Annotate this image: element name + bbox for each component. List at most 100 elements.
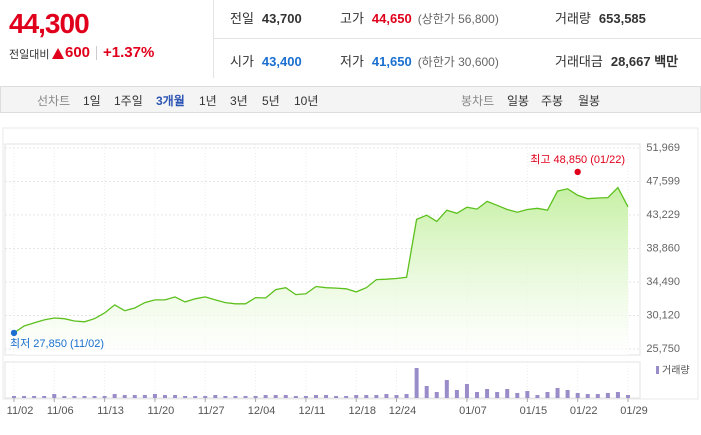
period-tab[interactable]: 5년 (262, 94, 280, 108)
volume-bar (263, 395, 268, 398)
volume-bar (525, 391, 530, 398)
stat-label: 고가 (340, 11, 364, 26)
x-tick-label: 01/15 (520, 405, 548, 417)
stat: 고가 44,650 (상한가 56,800) (340, 8, 499, 28)
x-tick-label: 11/06 (47, 405, 74, 417)
volume-bar (22, 396, 27, 398)
volume-bar (535, 395, 540, 398)
x-tick-label: 01/29 (620, 405, 648, 417)
price: 44,300 (9, 8, 90, 39)
legend-swatch (656, 366, 659, 374)
volume-bar (233, 396, 238, 398)
period-tab[interactable]: 1주일 (114, 94, 143, 108)
x-tick-label: 12/11 (299, 405, 326, 417)
volume-bar (555, 388, 560, 398)
period-tab[interactable]: 1년 (199, 94, 217, 108)
stat-label: 저가 (340, 54, 364, 69)
volume-bar (142, 395, 147, 398)
stat-label: 시가 (230, 54, 254, 69)
extreme-label: 최저 27,850 (11/02) (10, 337, 104, 350)
volume-bar (454, 390, 459, 398)
volume-bar (273, 395, 278, 398)
volume-bar (444, 380, 449, 398)
stat-value: 43,700 (261, 11, 302, 26)
divider (213, 38, 701, 39)
stat-note: (하한가 30,600) (417, 55, 499, 69)
volume-bar (303, 396, 308, 398)
volume-bar (162, 395, 167, 398)
stat: 저가 41,650 (하한가 30,600) (340, 51, 499, 71)
up-icon (52, 48, 64, 59)
x-tick-label: 01/07 (459, 405, 487, 417)
volume-bar (223, 396, 228, 398)
candle-tab[interactable]: 주봉 (541, 94, 564, 108)
volume-bar (243, 396, 248, 398)
stat: 거래량 653,585 (555, 8, 646, 28)
volume-bar (32, 396, 37, 398)
stat-label: 거래량 (555, 11, 591, 26)
x-tick-label: 11/13 (97, 405, 124, 417)
volume-bar (253, 396, 258, 398)
volume-bar (575, 393, 580, 398)
period-tab[interactable]: 3년 (230, 94, 248, 108)
stat: 시가 43,400 (230, 51, 302, 71)
y-tick-label: 30,120 (646, 309, 680, 321)
volume-bar (615, 392, 620, 398)
volume-bar (82, 396, 87, 398)
volume-bar (626, 395, 630, 398)
volume-bar (475, 392, 480, 398)
stat-value: 43,400 (261, 54, 302, 69)
toolbar: 선차트 1일 1주일 3개월 1년 3년 5년 10년 봉차트 일봉 주봉 월봉 (0, 86, 701, 113)
volume-bar (595, 394, 600, 398)
y-tick-label: 51,969 (646, 142, 680, 154)
period-tab[interactable]: 10년 (294, 94, 319, 108)
volume-bar (394, 395, 399, 398)
volume-bar (545, 392, 550, 398)
volume-bar (585, 394, 590, 398)
separator (96, 46, 97, 60)
period-tab[interactable]: 3개월 (156, 94, 185, 108)
volume-bar (102, 396, 107, 398)
volume-area (4, 361, 641, 399)
volume-bar (173, 395, 178, 398)
volume-bar (293, 396, 298, 398)
volume-bar (132, 395, 137, 398)
volume-bar (213, 395, 218, 398)
volume-bar (464, 384, 469, 398)
volume-bar (183, 396, 188, 398)
volume-bar (434, 392, 439, 398)
stat: 전일 43,700 (230, 8, 302, 28)
volume-bar (112, 394, 117, 398)
divider (213, 0, 214, 78)
volume-bar (52, 394, 57, 398)
x-tick-label: 12/24 (389, 405, 417, 417)
chart: 25,750 30,120 34,490 38,860 43,229 47,599 51,9… (2, 127, 699, 417)
volume-bar (344, 396, 349, 398)
period-tab[interactable]: 1일 (83, 94, 101, 108)
stat-value: 44,650 (371, 11, 412, 26)
volume-bar (505, 389, 510, 398)
x-tick-label: 01/22 (570, 405, 598, 417)
stat-label: 거래대금 (555, 54, 603, 69)
candle-tab[interactable]: 일봉 (507, 94, 530, 108)
y-tick-label: 38,860 (646, 242, 680, 254)
line-chart-label: 선차트 (37, 94, 71, 108)
y-tick-label: 43,229 (646, 209, 680, 221)
y-tick-label: 25,750 (646, 343, 680, 355)
stat-value: 41,650 (371, 54, 412, 69)
volume-bar (313, 395, 318, 398)
volume-bar (354, 395, 359, 398)
stat-label: 전일 (230, 11, 254, 26)
volume-bar (334, 396, 339, 398)
volume-bar (12, 396, 16, 398)
volume-bar (364, 395, 369, 398)
extreme-marker (10, 329, 18, 337)
change-rate: +1.37% (103, 44, 155, 61)
volume-bar (605, 393, 610, 398)
volume-bar (324, 395, 329, 398)
volume-bar (152, 394, 157, 398)
x-tick-label: 11/02 (7, 405, 34, 417)
candle-tab[interactable]: 월봉 (578, 94, 601, 108)
volume-bar (404, 394, 409, 398)
